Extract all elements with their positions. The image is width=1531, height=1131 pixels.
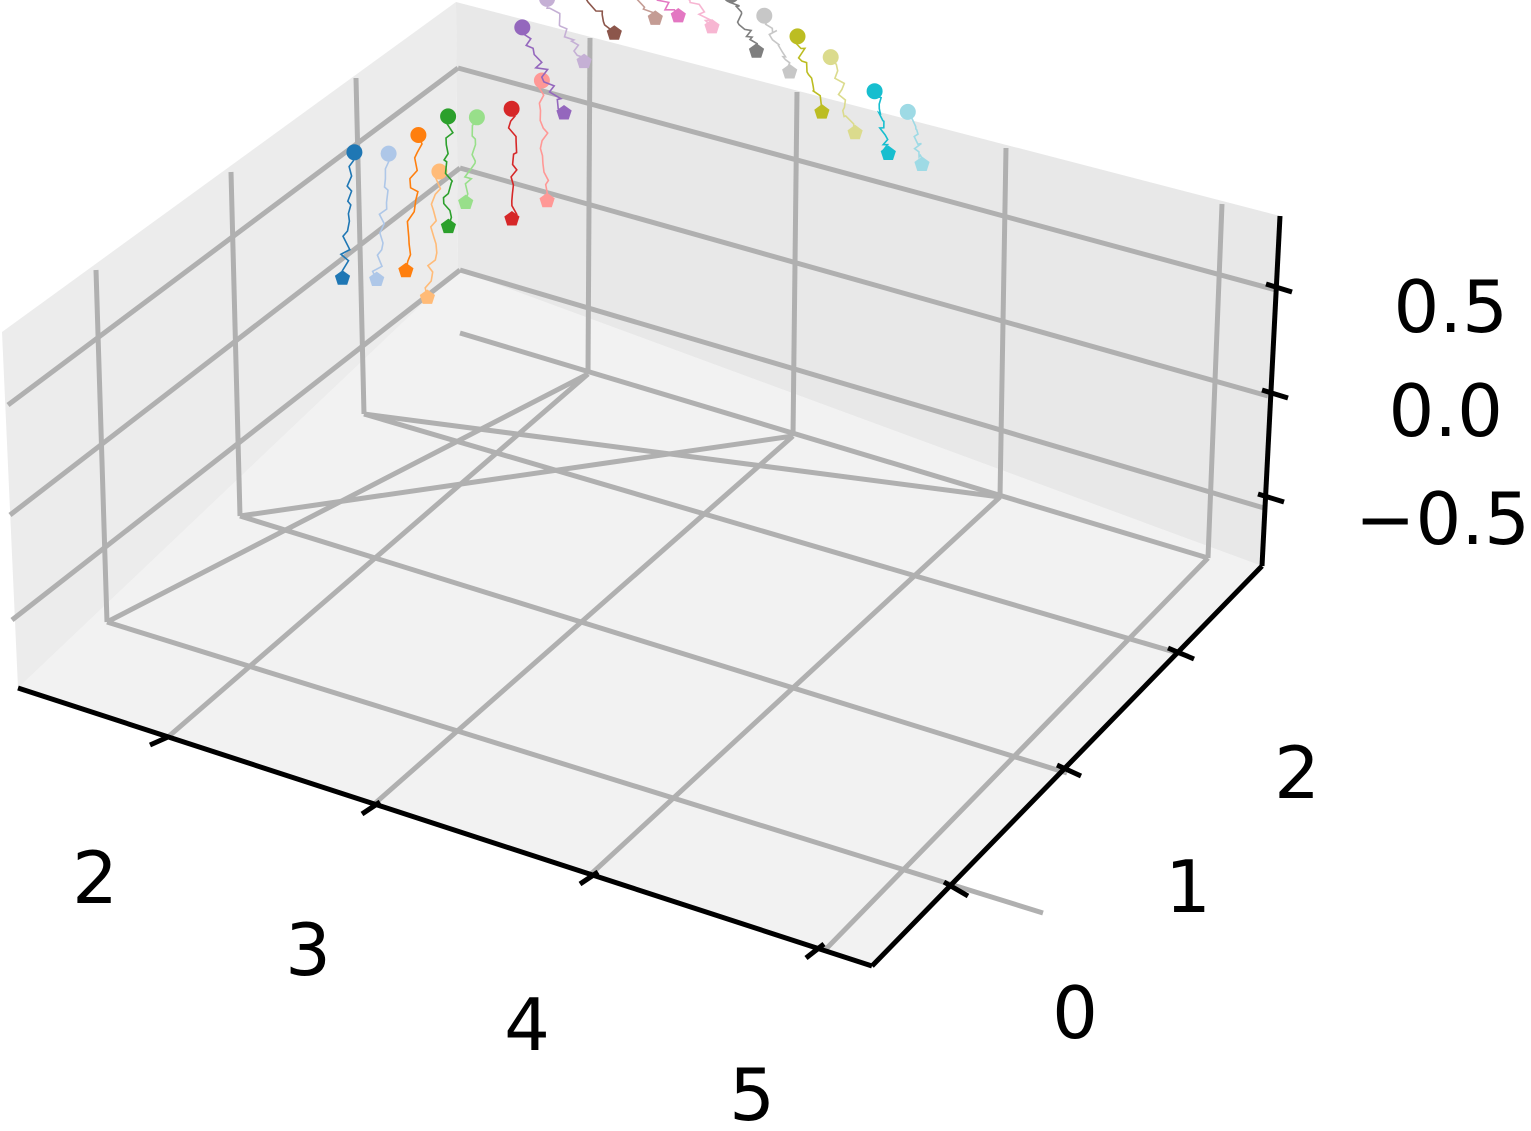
start-point-18 (866, 83, 883, 100)
end-point-5 (458, 194, 474, 209)
x-tick-5 (804, 942, 826, 960)
grid-floor-z2 (363, 411, 1189, 659)
grid-floor-x4 (363, 411, 1001, 500)
end-point-2 (398, 262, 414, 278)
x-tick-label-2: 2 (72, 836, 118, 920)
grid-floor-y0 (166, 372, 590, 739)
start-point-4 (440, 108, 457, 125)
trajectory-line-16 (793, 36, 826, 113)
end-point-3 (419, 289, 435, 304)
end-point-6 (504, 211, 520, 226)
z-tick--0.5 (1257, 491, 1285, 505)
grid-floor-x5 (459, 330, 1209, 561)
start-point-0 (346, 144, 363, 161)
grid-back-h0 (459, 267, 1265, 511)
start-point-1 (380, 145, 397, 162)
trajectory-line-17 (829, 56, 856, 134)
grid-back-h2 (457, 65, 1277, 293)
trajectory-line-11 (636, 0, 657, 19)
trajectory-line-14 (728, 0, 759, 52)
start-point-5 (468, 109, 485, 126)
start-point-3 (431, 163, 448, 180)
trajectory-line-5 (463, 117, 479, 203)
start-point-2 (410, 127, 427, 143)
trajectory-line-6 (507, 108, 518, 220)
x-tick-label-4: 4 (504, 983, 550, 1067)
start-point-8 (514, 19, 531, 36)
y-tick-label-0: 0 (1052, 971, 1098, 1055)
pane-floor (18, 270, 1262, 966)
x-axis-line (17, 685, 873, 969)
grid-floor-x3 (239, 433, 794, 519)
trajectory-line-0 (339, 152, 356, 279)
start-point-14 (724, 0, 738, 3)
tick-labels: 2 3 4 5 0 1 2 0.5 0.0 −0.5 (72, 265, 1530, 1131)
y-tick-label-1: 1 (1165, 845, 1211, 929)
z-tick-0.5 (1265, 281, 1293, 295)
x-tick-label-3: 3 (285, 908, 331, 992)
z-tick-label-0.5: 0.5 (1393, 265, 1508, 349)
start-point-17 (822, 49, 839, 66)
start-point-15 (756, 7, 773, 24)
end-point-10 (606, 25, 622, 40)
trajectory-line-1 (371, 153, 391, 280)
trajectory-line-4 (442, 116, 454, 227)
end-point-17 (847, 124, 863, 140)
trajectory-line-15 (764, 14, 791, 73)
x-tick-4 (578, 869, 600, 887)
start-point-7 (533, 72, 550, 89)
trajectory-line-2 (405, 134, 423, 271)
end-point-9 (576, 53, 592, 69)
trajectory-line-3 (424, 171, 442, 298)
grid-back-h1 (459, 165, 1269, 399)
end-point-18 (880, 145, 896, 160)
end-point-7 (539, 192, 555, 208)
start-point-9 (539, 0, 556, 7)
end-point-1 (369, 271, 385, 286)
x-tick-3 (360, 799, 382, 817)
x-tick-label-5: 5 (729, 1053, 775, 1131)
x-tick-2 (148, 734, 170, 748)
trajectory-line-18 (873, 91, 890, 155)
end-point-11 (647, 10, 663, 25)
end-point-15 (782, 64, 798, 79)
z-tick-label--0.5: −0.5 (1355, 477, 1530, 561)
grid-floor-z1 (239, 513, 1068, 776)
grid-left-h1 (8, 166, 462, 517)
y-tick-label-2: 2 (1274, 731, 1320, 815)
y-axis-line (870, 564, 1264, 968)
z-tick-label-0.0: 0.0 (1388, 369, 1503, 453)
panes (2, 2, 1280, 966)
trajectory-line-9 (546, 0, 586, 62)
trajectory-line-13 (688, 0, 714, 28)
end-point-13 (704, 19, 720, 34)
grid-floor-y3 (823, 556, 1210, 952)
y-tick-2 (1167, 645, 1195, 662)
end-point-19 (914, 156, 930, 171)
end-point-14 (748, 43, 765, 58)
data-marks (334, 0, 930, 304)
end-point-12 (670, 8, 686, 23)
start-point-6 (503, 100, 520, 117)
trajectory-line-8 (521, 27, 565, 114)
start-point-16 (789, 28, 806, 45)
z-tick-0.0 (1261, 387, 1289, 401)
gridlines (6, 37, 1277, 952)
grid-left-h0 (10, 268, 462, 622)
grid-left-h2 (6, 65, 460, 408)
end-point-0 (334, 270, 351, 285)
trajectory-line-12 (656, 0, 679, 17)
y-tick-1 (1055, 762, 1083, 779)
end-point-4 (440, 218, 456, 234)
trajectory-line-10 (585, 0, 615, 34)
end-point-16 (814, 104, 830, 119)
end-point-8 (556, 105, 572, 120)
start-point-19 (899, 103, 916, 120)
y-tick-0 (942, 879, 970, 899)
trajectory-line-7 (536, 79, 550, 201)
grid-floor-z0 (106, 619, 1044, 916)
axes (17, 215, 1293, 969)
